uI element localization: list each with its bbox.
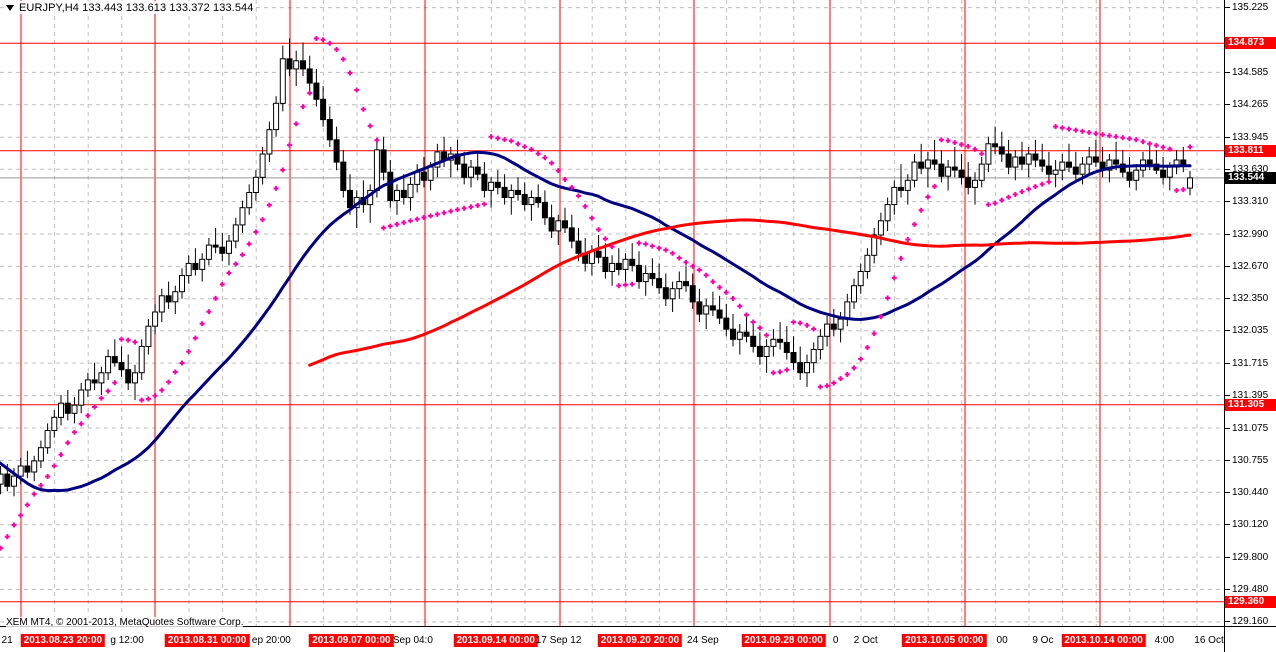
time-label-highlighted: 2013.09.07 00:00 bbox=[309, 634, 394, 647]
tick-dash bbox=[1225, 395, 1230, 397]
price-tick-text: 133.630 bbox=[1232, 163, 1269, 175]
price-tick-label: 133.310 bbox=[1225, 196, 1276, 207]
candlestick-series bbox=[0, 38, 1193, 497]
time-label: 9 Oc bbox=[1032, 635, 1054, 646]
time-label: 00 bbox=[996, 635, 1008, 646]
time-label: g 12:00 bbox=[110, 635, 144, 646]
time-label: 0 bbox=[832, 635, 839, 646]
price-tick-label: 130.120 bbox=[1225, 519, 1276, 530]
price-tick-label: 134.265 bbox=[1225, 99, 1276, 110]
parabolic-sar-series bbox=[0, 36, 1193, 551]
time-label: 24 Sep bbox=[687, 635, 719, 646]
price-tick-text: 133.310 bbox=[1232, 196, 1269, 208]
time-label-highlighted: 2013.10.14 00:00 bbox=[1061, 634, 1146, 647]
tick-dash bbox=[1225, 556, 1230, 558]
price-tick-label: 131.395 bbox=[1225, 390, 1276, 401]
price-tick-label: 131.075 bbox=[1225, 423, 1276, 434]
price-tick-text: 134.585 bbox=[1232, 66, 1269, 78]
grid-lines bbox=[0, 0, 1224, 626]
time-label: 2 Oct bbox=[853, 635, 878, 646]
price-tick-text: 129.480 bbox=[1232, 584, 1269, 595]
tick-dash bbox=[1225, 298, 1230, 300]
moving-average-slow-line bbox=[308, 218, 1192, 367]
tick-dash bbox=[1225, 491, 1230, 493]
chart-plot-area[interactable] bbox=[0, 0, 1224, 626]
price-tick-text: 130.440 bbox=[1232, 486, 1269, 498]
price-tick-label: 134.585 bbox=[1225, 67, 1276, 78]
price-level-lines bbox=[0, 42, 1224, 603]
time-label-highlighted: 2013.09.14 00:00 bbox=[453, 634, 538, 647]
price-tick-text: 129.800 bbox=[1232, 551, 1269, 563]
price-tick-text: 132.670 bbox=[1232, 260, 1269, 272]
tick-dash bbox=[1225, 233, 1230, 235]
price-level-label[interactable]: 129.360 bbox=[1225, 595, 1276, 608]
price-tick-label: 132.670 bbox=[1225, 261, 1276, 272]
price-tick-label: 129.480 bbox=[1225, 584, 1276, 595]
symbol-title-bar[interactable]: EURJPY,H4 133.443 133.613 133.372 133.54… bbox=[4, 1, 256, 14]
price-tick-text: 132.990 bbox=[1232, 228, 1269, 240]
time-label-highlighted: 2013.08.23 20:00 bbox=[20, 634, 106, 647]
moving-average-fast-line bbox=[0, 150, 1192, 493]
tick-dash bbox=[1225, 459, 1230, 461]
time-label: ep 20:00 bbox=[251, 635, 291, 646]
tick-dash bbox=[1225, 71, 1230, 73]
price-tick-label: 135.225 bbox=[1225, 2, 1276, 13]
price-tick-label: 133.630 bbox=[1225, 164, 1276, 175]
time-label: 17 Sep 12 bbox=[535, 635, 582, 646]
price-tick-text: 131.715 bbox=[1232, 357, 1269, 369]
price-tick-label: 132.035 bbox=[1225, 325, 1276, 336]
price-tick-label: 129.160 bbox=[1225, 616, 1276, 627]
price-tick-label: 130.755 bbox=[1225, 455, 1276, 466]
time-scale[interactable]: 21 2013.08.23 20:00 g 12:00 2013.08.31 00:0… bbox=[0, 626, 1252, 652]
price-tick-label: 132.990 bbox=[1225, 229, 1276, 240]
price-tick-label: 129.800 bbox=[1225, 552, 1276, 563]
tick-dash bbox=[1225, 104, 1230, 106]
chart-canvas bbox=[0, 0, 1224, 626]
time-label: Sep 04:0 bbox=[392, 635, 433, 646]
tick-dash bbox=[1225, 265, 1230, 267]
price-tick-label: 131.715 bbox=[1225, 358, 1276, 369]
price-tick-text: 132.350 bbox=[1232, 293, 1269, 305]
price-tick-label: 133.945 bbox=[1225, 132, 1276, 143]
price-level-label[interactable]: 133.811 bbox=[1225, 144, 1276, 157]
time-label-highlighted: 2013.08.31 00:00 bbox=[164, 634, 250, 647]
triangle-down-icon[interactable] bbox=[6, 4, 14, 11]
time-label: 16 Oct 20:00 bbox=[1194, 635, 1252, 646]
time-label: 4:00 bbox=[1154, 635, 1175, 646]
tick-dash bbox=[1225, 362, 1230, 364]
scale-corner bbox=[1224, 626, 1276, 652]
tick-dash bbox=[1225, 427, 1230, 429]
price-tick-text: 131.075 bbox=[1232, 422, 1269, 434]
price-tick-label: 132.350 bbox=[1225, 293, 1276, 304]
tick-dash bbox=[1225, 330, 1230, 332]
tick-dash bbox=[1225, 589, 1230, 590]
tick-dash bbox=[1225, 7, 1230, 9]
price-level-label[interactable]: 134.873 bbox=[1225, 37, 1276, 50]
time-label-highlighted: 2013.09.28 00:00 bbox=[741, 634, 826, 647]
time-label-highlighted: 2013.09.20 20:00 bbox=[597, 634, 683, 647]
symbol-ohlc-label: EURJPY,H4 133.443 133.613 133.372 133.54… bbox=[19, 1, 254, 14]
price-scale[interactable]: 135.225 134.585 134.265 133.945 133.630 133.3… bbox=[1224, 0, 1276, 627]
price-tick-text: 129.160 bbox=[1232, 616, 1269, 628]
price-tick-text: 132.035 bbox=[1232, 325, 1269, 337]
time-label: 21 bbox=[1, 635, 13, 646]
current-price-label[interactable]: 133.544 bbox=[1225, 171, 1276, 184]
price-tick-text: 131.395 bbox=[1232, 390, 1269, 402]
price-level-label[interactable]: 131.305 bbox=[1225, 398, 1276, 411]
price-tick-text: 130.755 bbox=[1232, 454, 1269, 466]
tick-dash bbox=[1225, 524, 1230, 526]
price-tick-text: 133.945 bbox=[1232, 131, 1269, 143]
price-tick-text: 130.120 bbox=[1232, 519, 1269, 531]
tick-dash bbox=[1225, 168, 1230, 170]
price-tick-text: 135.225 bbox=[1232, 2, 1269, 14]
time-label-highlighted: 2013.10.05 00:00 bbox=[902, 634, 987, 647]
tick-dash bbox=[1225, 136, 1230, 138]
price-tick-label: 130.440 bbox=[1225, 487, 1276, 498]
tick-dash bbox=[1225, 621, 1230, 623]
period-separator-lines bbox=[20, 0, 1101, 626]
copyright-label: XEM MT4, © 2001-2013, MetaQuotes Softwar… bbox=[6, 617, 244, 628]
tick-dash bbox=[1225, 201, 1230, 203]
price-tick-text: 134.265 bbox=[1232, 99, 1269, 111]
